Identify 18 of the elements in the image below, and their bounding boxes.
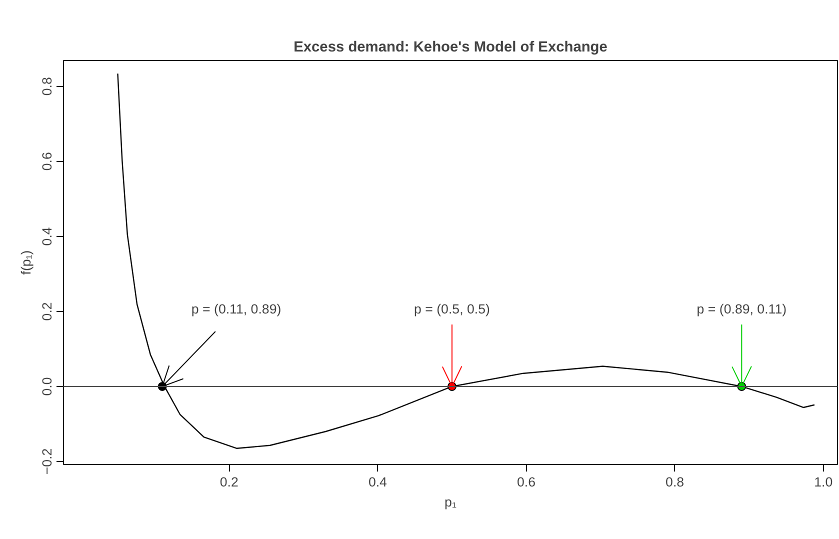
annotation: p = (0.11, 0.89) (191, 301, 282, 316)
annotation: p = (0.5, 0.5) (414, 301, 490, 316)
line-series (117, 73, 816, 449)
x-tick-label: 0.8 (666, 474, 684, 490)
y-tick-label: −0.2 (40, 448, 54, 475)
chart-title: Excess demand: Kehoe's Model of Exchange (294, 40, 608, 56)
y-tick-label: 0.4 (40, 226, 54, 246)
annotation: p = (0.89, 0.11) (696, 301, 787, 316)
y-tick-label: 0.2 (40, 302, 54, 321)
x-tick-label: 0.6 (517, 474, 536, 490)
x-tick-label: 0.2 (220, 474, 238, 490)
y-tick-label: 0.0 (40, 377, 54, 396)
y-tick-label: 0.6 (40, 152, 54, 171)
x-tick-label: 0.4 (368, 474, 388, 490)
y-axis-title: f(p₁) (18, 250, 34, 275)
y-tick-label: 0.8 (40, 77, 54, 96)
x-axis-title: p₁ (444, 494, 457, 510)
x-tick-label: 1.0 (814, 474, 833, 490)
